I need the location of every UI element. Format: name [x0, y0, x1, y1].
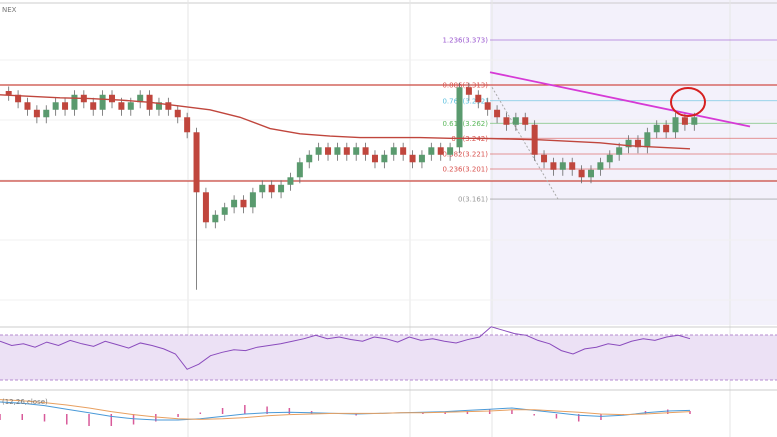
candle-body — [484, 102, 491, 110]
candle-body — [475, 94, 482, 103]
candle-body — [43, 109, 50, 118]
candle-body — [249, 192, 256, 208]
fib-level-label: 1.236(3.373) — [442, 37, 488, 45]
candle-body — [541, 154, 548, 163]
candle-body — [268, 184, 275, 193]
candle-body — [456, 87, 463, 148]
candle-body — [278, 184, 285, 193]
candle-body — [559, 162, 566, 170]
candle-body — [606, 154, 613, 163]
candle-body — [127, 102, 134, 110]
candle-body — [550, 162, 557, 170]
candle-body — [390, 147, 397, 155]
fib-level-label: 0(3.161) — [458, 196, 488, 204]
candle-body — [24, 102, 31, 110]
candle-body — [409, 154, 416, 163]
candle-body — [334, 147, 341, 155]
candle-body — [221, 207, 228, 215]
candle-body — [202, 192, 209, 223]
candle-body — [691, 117, 698, 125]
candle-body — [569, 162, 576, 170]
candle-body — [90, 102, 97, 110]
candle-body — [5, 91, 12, 95]
candle-body — [465, 87, 472, 95]
candle-body — [155, 102, 162, 110]
highlight-circle — [670, 87, 706, 117]
exchange-label: NEX — [2, 6, 17, 14]
macd-line — [0, 401, 691, 421]
candle-body — [193, 132, 200, 193]
candle-body — [362, 147, 369, 155]
fib-retracement-diagonal — [491, 87, 559, 200]
candle-body — [99, 94, 106, 110]
candle-body — [287, 177, 294, 185]
fib-level-label: 0.618(3.262) — [442, 120, 488, 128]
candle-body — [118, 102, 125, 110]
candle-body — [184, 117, 191, 133]
candle-body — [503, 117, 510, 125]
trendline — [489, 71, 751, 128]
candle-body — [597, 162, 604, 170]
candle-body — [672, 117, 679, 133]
candle-body — [353, 147, 360, 155]
moving-average-line — [0, 94, 691, 150]
rsi-line — [0, 326, 691, 370]
candle-body — [62, 102, 69, 110]
candle-body — [259, 184, 266, 193]
candle-body — [33, 109, 40, 118]
candle-body — [644, 132, 651, 148]
candle-body — [522, 117, 529, 125]
macd-label: (12,26,close) — [2, 398, 48, 406]
candle-body — [437, 147, 444, 155]
candle-body — [71, 94, 78, 110]
candle-body — [137, 94, 144, 103]
fib-level-label: 0.886(3.313) — [442, 82, 488, 90]
signal-line — [0, 399, 691, 420]
candle-body — [165, 102, 172, 110]
candle-body — [447, 147, 454, 155]
candle-body — [109, 94, 116, 103]
candle-body — [371, 154, 378, 163]
candle-body — [240, 199, 247, 208]
candle-body — [381, 154, 388, 163]
candle-body — [428, 147, 435, 155]
candle-body — [306, 154, 313, 163]
candle-body — [296, 162, 303, 178]
candle-body — [15, 94, 22, 103]
candle-body — [494, 109, 501, 118]
fib-zone-shade — [490, 0, 777, 325]
candle-body — [616, 147, 623, 155]
candle-body — [315, 147, 322, 155]
rsi-band — [0, 335, 777, 380]
fib-level-label: 0.764(3.292) — [442, 97, 488, 105]
candle-body — [231, 199, 238, 208]
candle-body — [212, 214, 219, 223]
candle-body — [653, 124, 660, 133]
candle-body — [512, 117, 519, 125]
fib-level-label: 0.382(3.221) — [442, 151, 488, 159]
candle-body — [634, 139, 641, 148]
candle-body — [625, 139, 632, 148]
candle-body — [578, 169, 585, 178]
candle-body — [325, 147, 332, 155]
candle-body — [343, 147, 350, 155]
candle-body — [400, 147, 407, 155]
candle-body — [663, 124, 670, 133]
candle-body — [681, 117, 688, 125]
candle-body — [52, 102, 59, 110]
candle-body — [418, 154, 425, 163]
candle-body — [174, 109, 181, 118]
candle-body — [587, 169, 594, 178]
fib-level-label: 0.236(3.201) — [442, 166, 488, 174]
